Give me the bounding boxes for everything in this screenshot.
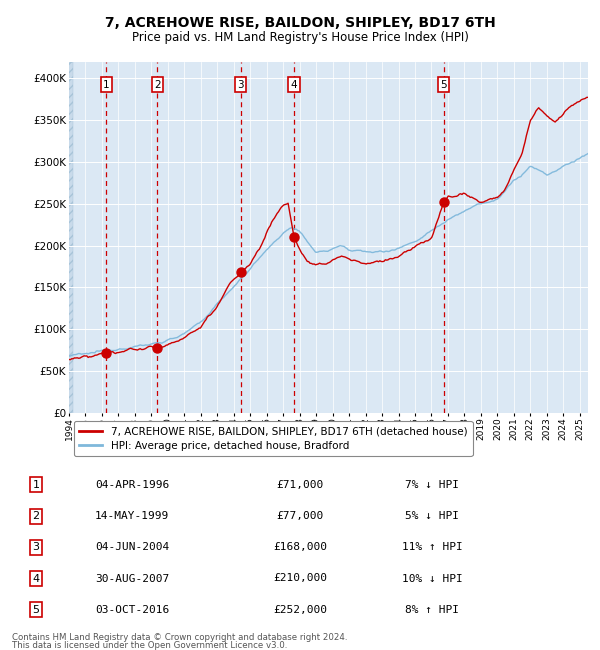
Text: 4: 4 [291,79,298,90]
Legend: 7, ACREHOWE RISE, BAILDON, SHIPLEY, BD17 6TH (detached house), HPI: Average pric: 7, ACREHOWE RISE, BAILDON, SHIPLEY, BD17… [74,421,473,456]
Text: £77,000: £77,000 [277,511,323,521]
Bar [53,62,73,413]
Text: 3: 3 [32,542,40,552]
Text: This data is licensed under the Open Government Licence v3.0.: This data is licensed under the Open Gov… [12,641,287,650]
Text: 11% ↑ HPI: 11% ↑ HPI [401,542,463,552]
Text: 5% ↓ HPI: 5% ↓ HPI [405,511,459,521]
Text: Contains HM Land Registry data © Crown copyright and database right 2024.: Contains HM Land Registry data © Crown c… [12,633,347,642]
Text: 7, ACREHOWE RISE, BAILDON, SHIPLEY, BD17 6TH: 7, ACREHOWE RISE, BAILDON, SHIPLEY, BD17… [104,16,496,31]
Text: £252,000: £252,000 [273,604,327,615]
Text: £210,000: £210,000 [273,573,327,584]
Text: 14-MAY-1999: 14-MAY-1999 [95,511,169,521]
Text: 2: 2 [32,511,40,521]
Text: 04-JUN-2004: 04-JUN-2004 [95,542,169,552]
Text: 4: 4 [32,573,40,584]
Text: 30-AUG-2007: 30-AUG-2007 [95,573,169,584]
Text: £168,000: £168,000 [273,542,327,552]
Text: 10% ↓ HPI: 10% ↓ HPI [401,573,463,584]
Text: £71,000: £71,000 [277,480,323,490]
Text: 7% ↓ HPI: 7% ↓ HPI [405,480,459,490]
Text: 5: 5 [440,79,447,90]
Text: 1: 1 [103,79,110,90]
Text: 03-OCT-2016: 03-OCT-2016 [95,604,169,615]
Text: 3: 3 [238,79,244,90]
Text: 1: 1 [32,480,40,490]
Text: 2: 2 [154,79,161,90]
Text: 5: 5 [32,604,40,615]
Text: 8% ↑ HPI: 8% ↑ HPI [405,604,459,615]
Text: 04-APR-1996: 04-APR-1996 [95,480,169,490]
Text: Price paid vs. HM Land Registry's House Price Index (HPI): Price paid vs. HM Land Registry's House … [131,31,469,44]
